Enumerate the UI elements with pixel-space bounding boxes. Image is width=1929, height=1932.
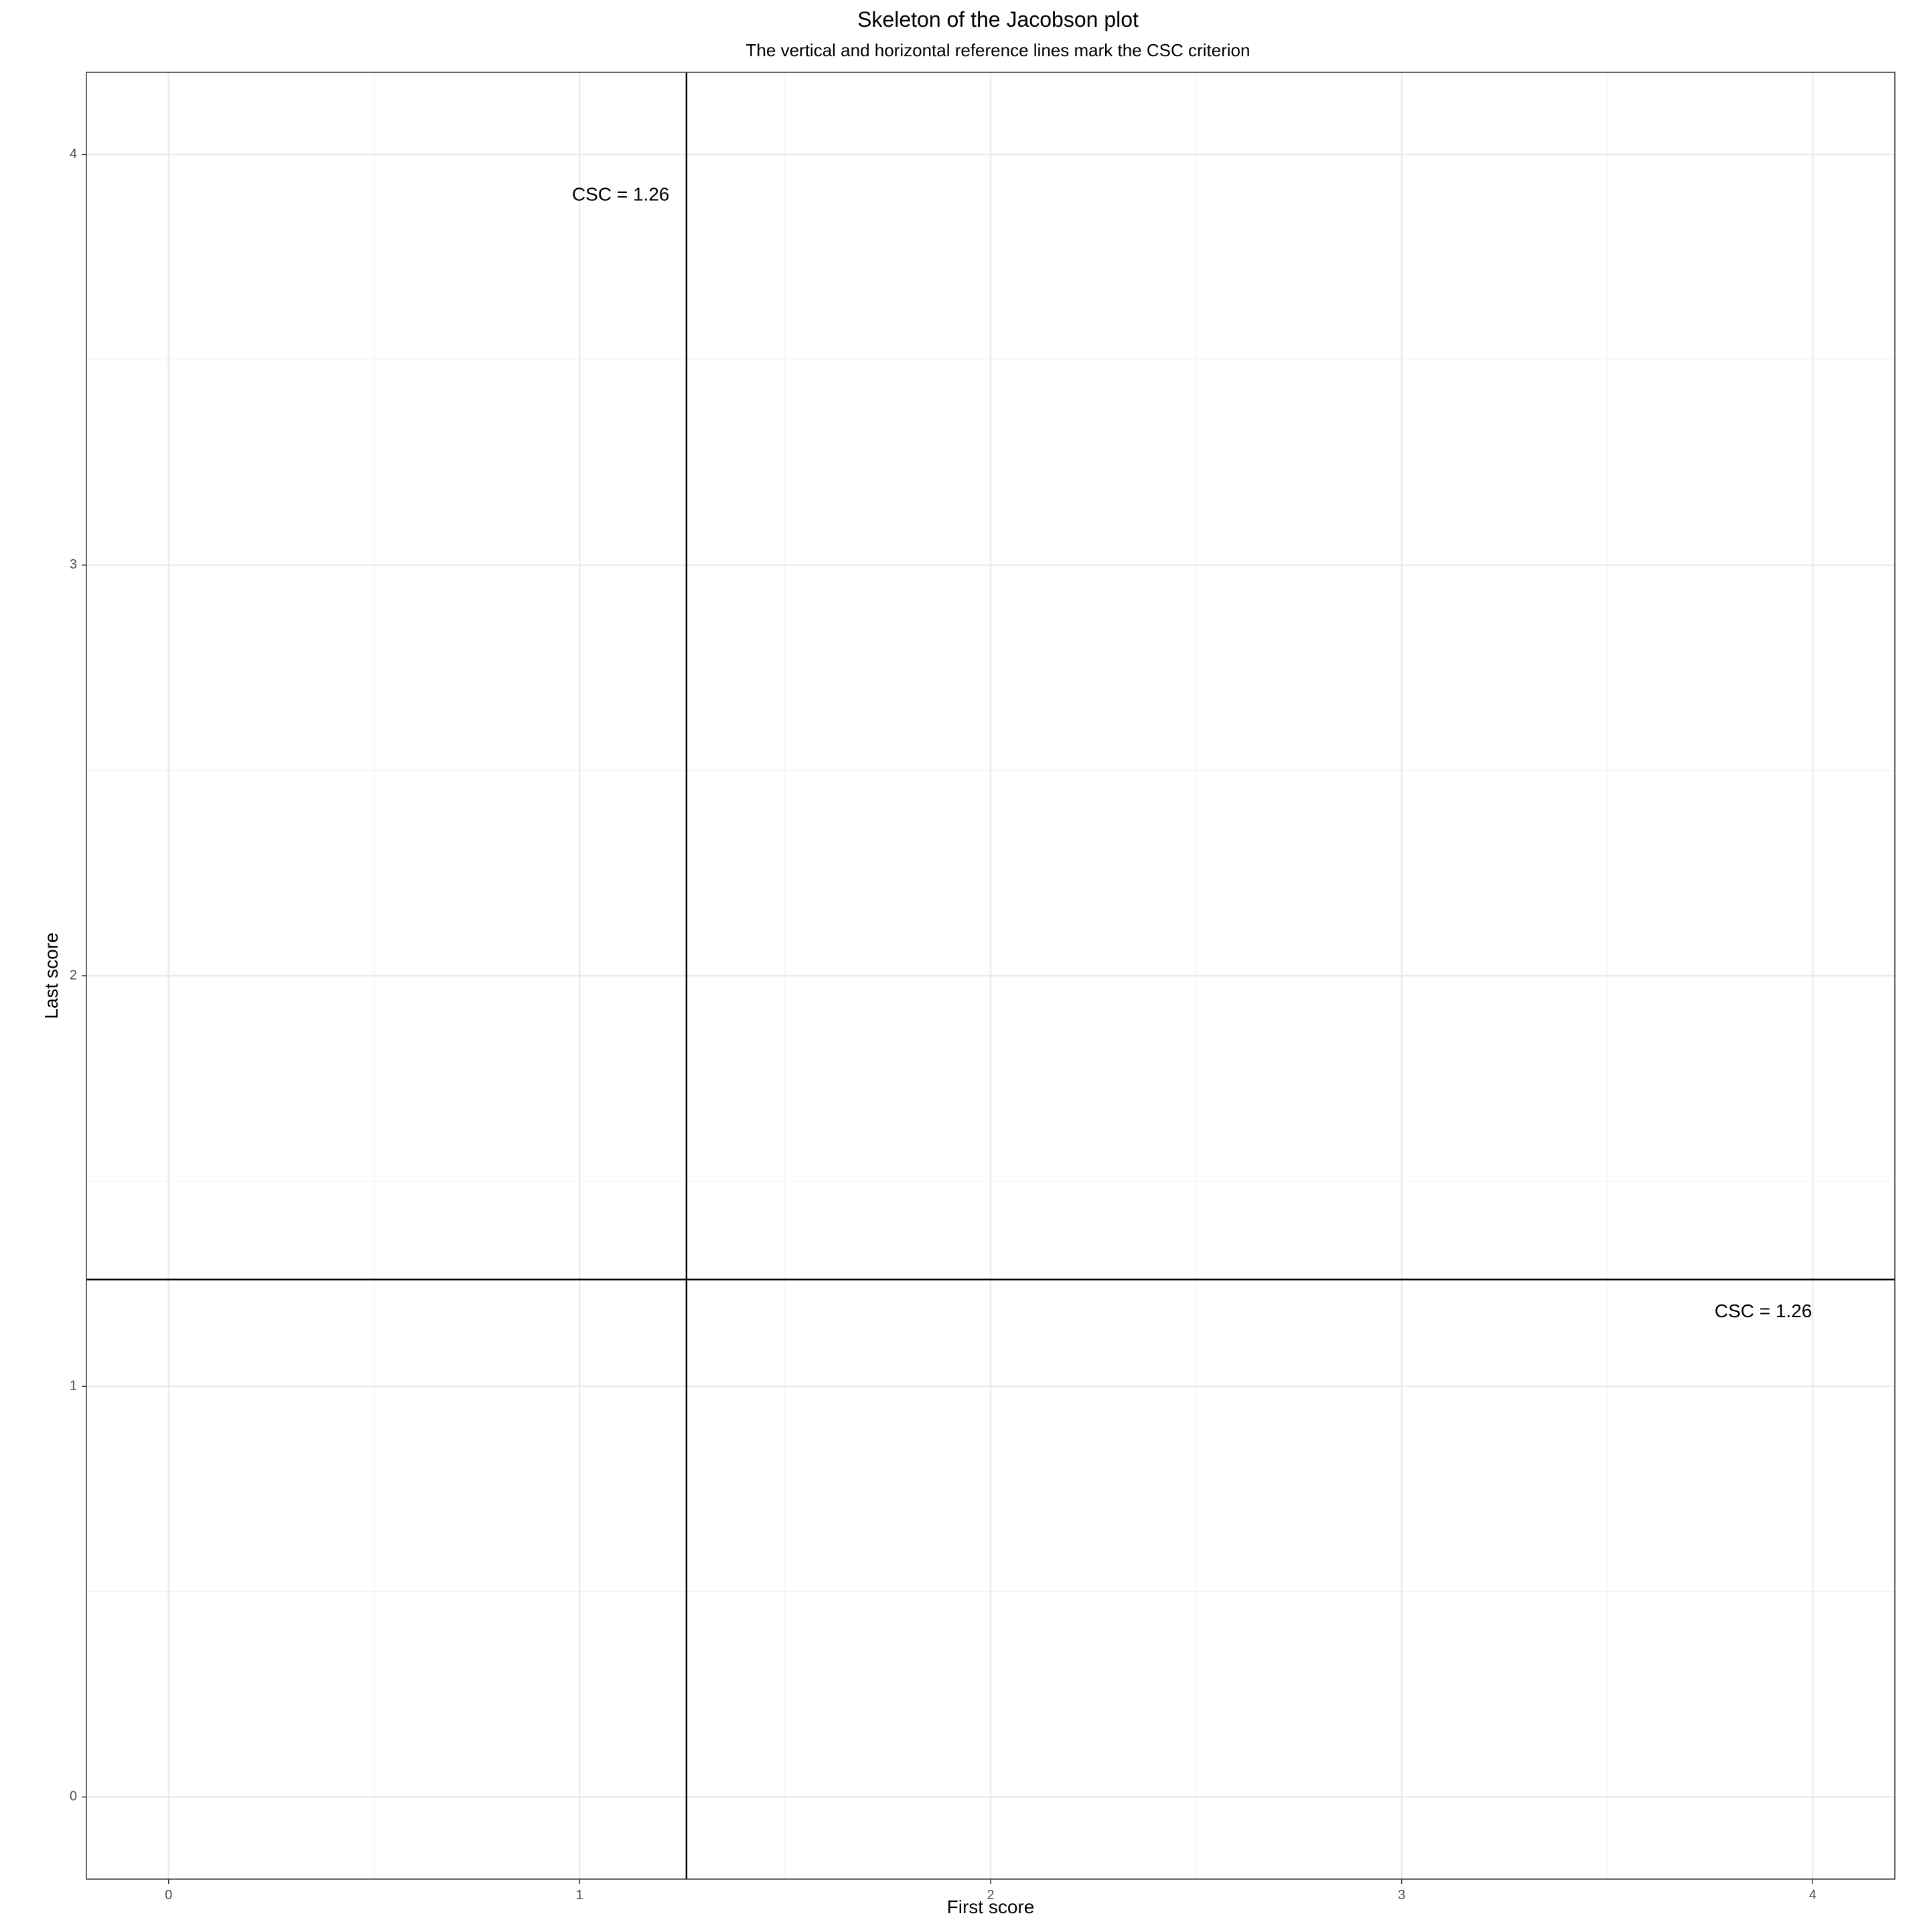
chart-subtitle: The vertical and horizontal reference li… [746, 40, 1251, 60]
x-tick-label: 3 [1398, 1888, 1405, 1903]
axes: 0 1 2 3 4 0 1 2 3 4 [70, 147, 1816, 1903]
y-tick-label: 4 [70, 147, 77, 161]
y-tick-label: 0 [70, 1789, 77, 1804]
x-axis-label: First score [947, 1897, 1035, 1917]
y-tick-label: 2 [70, 968, 77, 982]
x-tick-label: 4 [1809, 1888, 1816, 1903]
x-tick-label: 1 [576, 1888, 583, 1903]
csc-annotation: CSC = 1.26 [1715, 1301, 1812, 1321]
x-tick-label: 2 [987, 1888, 994, 1903]
annotations: CSC = 1.26 CSC = 1.26 [572, 183, 1812, 1321]
chart-title: Skeleton of the Jacobson plot [857, 7, 1139, 31]
csc-annotation: CSC = 1.26 [572, 183, 670, 204]
grid [86, 72, 1895, 1879]
y-axis-label: Last score [41, 932, 62, 1019]
x-tick-label: 0 [165, 1888, 172, 1903]
reference-lines [86, 72, 1895, 1879]
y-tick-label: 3 [70, 557, 77, 572]
y-tick-label: 1 [70, 1378, 77, 1393]
